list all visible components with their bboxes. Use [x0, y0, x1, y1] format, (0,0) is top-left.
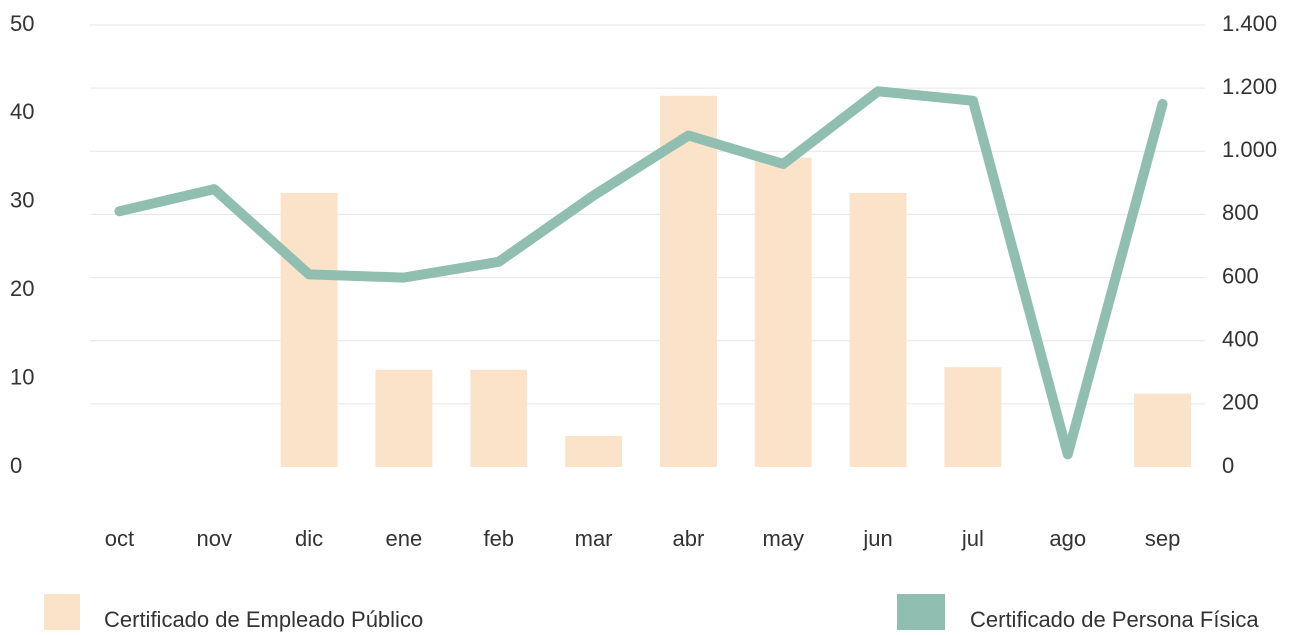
x-tick-label: abr	[673, 526, 705, 551]
y-tick-label: 20	[10, 276, 34, 301]
y2-tick-label: 800	[1222, 200, 1259, 225]
x-tick-label: feb	[483, 526, 514, 551]
x-tick-label: jun	[862, 526, 892, 551]
y2-tick-label: 1.400	[1222, 11, 1277, 36]
bar	[944, 367, 1002, 467]
y2-tick-label: 0	[1222, 453, 1234, 478]
x-tick-label: ago	[1049, 526, 1086, 551]
x-tick-label: mar	[575, 526, 613, 551]
y-tick-label: 10	[10, 364, 34, 389]
line	[114, 86, 1168, 460]
legend-swatch	[897, 594, 945, 630]
x-tick-label: oct	[105, 526, 134, 551]
y2-tick-label: 400	[1222, 327, 1259, 352]
y-tick-label: 30	[10, 188, 34, 213]
bar	[1134, 393, 1192, 467]
bar	[565, 436, 623, 467]
x-tick-label: ene	[386, 526, 423, 551]
legend-label: Certificado de Persona Física	[970, 607, 1259, 632]
bar	[754, 157, 812, 467]
y2-tick-label: 1.200	[1222, 74, 1277, 99]
y-tick-label: 0	[10, 453, 22, 478]
y2-tick-label: 200	[1222, 390, 1259, 415]
x-tick-label: sep	[1145, 526, 1180, 551]
y2-tick-label: 1.000	[1222, 137, 1277, 162]
bar	[849, 192, 907, 467]
legend-label: Certificado de Empleado Público	[104, 607, 423, 632]
x-tick-label: dic	[295, 526, 323, 551]
bar	[280, 192, 338, 467]
y-tick-label: 50	[10, 11, 34, 36]
bar	[470, 369, 528, 467]
x-tick-label: may	[762, 526, 804, 551]
y2-tick-label: 600	[1222, 263, 1259, 288]
x-tick-label: jul	[961, 526, 984, 551]
bar	[659, 95, 717, 467]
x-tick-label: nov	[197, 526, 232, 551]
legend-swatch	[44, 594, 80, 630]
bar	[375, 369, 433, 467]
y-tick-label: 40	[10, 99, 34, 124]
